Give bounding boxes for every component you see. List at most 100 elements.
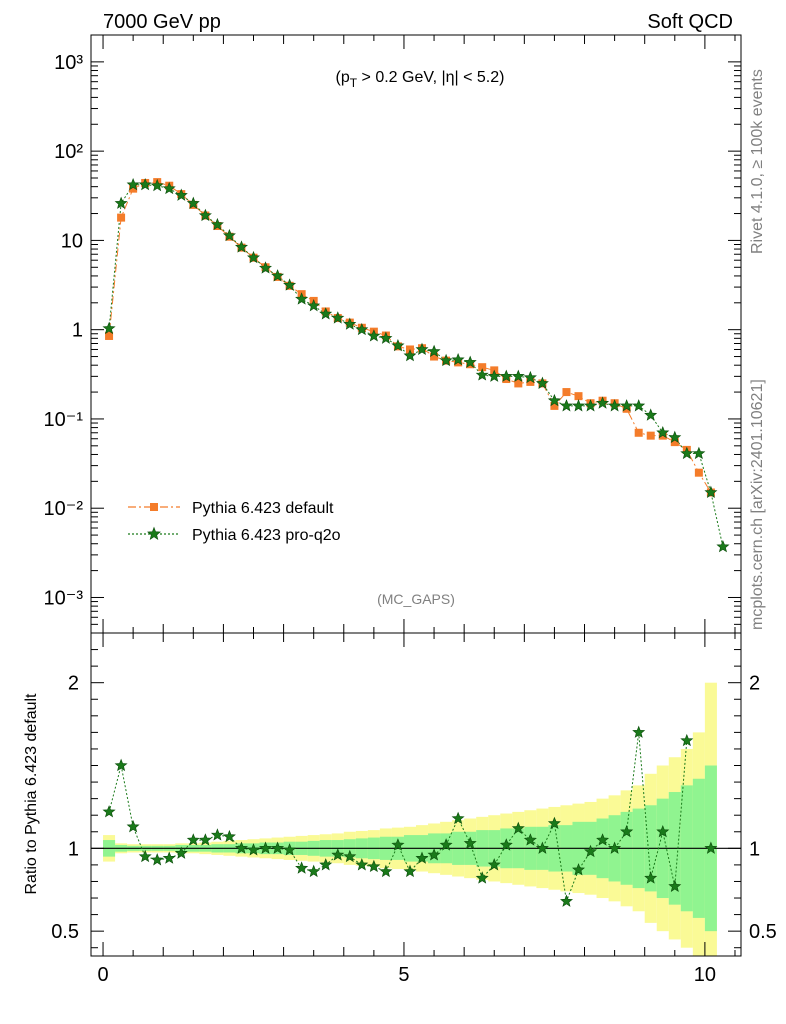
point-proq2o (692, 446, 706, 460)
point-default (105, 331, 114, 340)
point-default (478, 363, 487, 372)
point-proq2o (271, 269, 285, 282)
point-proq2o (331, 311, 345, 324)
ratio-point (271, 841, 285, 854)
ratio-point (668, 879, 682, 892)
main-ytick-label: 10³ (54, 52, 83, 74)
point-proq2o (150, 178, 164, 192)
point-proq2o (403, 348, 417, 362)
cuts-text-part: > 0.2 GeV, |η| < 5.2) (357, 69, 504, 86)
ratio-point (283, 843, 297, 856)
point-proq2o (439, 353, 453, 367)
ratio-point (572, 863, 585, 876)
ratio-point (656, 824, 670, 838)
point-proq2o (222, 228, 236, 242)
point-proq2o (427, 344, 441, 357)
point-proq2o (716, 539, 730, 553)
legend-label-proq2o: Pythia 6.423 pro-q2o (192, 527, 341, 544)
point-proq2o (283, 278, 297, 291)
point-default (550, 401, 559, 410)
point-default (117, 213, 126, 222)
cuts-subscript: T (350, 76, 358, 90)
ratio-point (186, 833, 200, 846)
point-proq2o (487, 369, 501, 382)
ratio-point (511, 821, 525, 834)
point-proq2o (608, 399, 622, 412)
ratio-ytick-label: 2 (68, 673, 79, 695)
point-default (129, 184, 138, 193)
point-proq2o (584, 399, 597, 412)
point-proq2o (162, 181, 176, 195)
legend-label-default: Pythia 6.423 default (192, 500, 334, 517)
point-default (670, 438, 679, 447)
point-proq2o (596, 396, 610, 409)
legend-marker-default (150, 503, 158, 511)
point-proq2o (355, 322, 369, 336)
point-proq2o (138, 177, 152, 191)
ratio-point (704, 841, 718, 854)
point-proq2o (499, 369, 513, 382)
point-proq2o (198, 208, 212, 222)
ratio-ytick-label-right: 0.5 (749, 921, 777, 943)
point-proq2o (343, 317, 357, 330)
legend: Pythia 6.423 default Pythia 6.423 pro-q2… (128, 500, 341, 544)
xtick-label: 5 (398, 964, 409, 986)
cuts-annotation: (pT > 0.2 GeV, |η| < 5.2) (336, 69, 505, 90)
point-proq2o (560, 399, 573, 412)
ratio-point (523, 833, 537, 846)
ratio-point (439, 838, 453, 851)
ratio-ytick-label: 0.5 (51, 921, 79, 943)
cuts-text-part: (p (336, 69, 350, 86)
point-default (430, 352, 439, 361)
point-proq2o (572, 399, 585, 412)
ratio-markers (102, 725, 718, 907)
point-default (562, 388, 571, 397)
main-ytick-label: 10 (61, 230, 83, 252)
rivet-label: Rivet 4.1.0, ≥ 100k events (749, 69, 766, 254)
header-right: Soft QCD (647, 11, 733, 33)
ratio-ytick-label-right: 1 (749, 838, 760, 860)
ratio-point (415, 851, 429, 864)
ratio-point (451, 811, 465, 825)
ratio-point (499, 838, 513, 851)
series-proq2o-line (108, 184, 724, 547)
ratio-point (680, 733, 694, 747)
ratio-point (632, 725, 646, 738)
ratio-point (162, 851, 176, 864)
main-ytick-label: 1 (72, 320, 83, 342)
point-default (526, 377, 535, 386)
ratio-point (114, 758, 128, 772)
point-proq2o (391, 338, 405, 352)
ratio-point (403, 864, 417, 878)
ratio-point (463, 836, 477, 849)
main-ytick-label: 10⁻¹ (44, 409, 84, 431)
point-proq2o (535, 376, 549, 389)
ratio-point (379, 864, 393, 878)
point-proq2o (186, 196, 200, 209)
point-proq2o (620, 399, 634, 412)
ratio-point (198, 833, 212, 846)
point-default (514, 379, 523, 388)
ratio-point (644, 871, 658, 884)
point-proq2o (632, 399, 646, 412)
point-proq2o (704, 485, 718, 498)
point-proq2o (174, 188, 188, 201)
point-proq2o (295, 292, 309, 305)
ratio-point (391, 838, 405, 851)
ratio-point (126, 819, 140, 833)
ratio-point (367, 859, 381, 873)
point-proq2o (547, 393, 561, 407)
ratio-point (584, 844, 597, 858)
ratio-point (343, 849, 357, 863)
ratio-point (174, 846, 188, 859)
ratio-point (560, 894, 573, 907)
xtick-label: 10 (694, 964, 716, 986)
main-markers (102, 177, 730, 553)
legend-star (147, 526, 161, 540)
point-default (634, 428, 643, 437)
point-proq2o (680, 446, 694, 460)
ratio-point (427, 848, 441, 861)
point-proq2o (523, 370, 537, 384)
ratio-point (620, 824, 634, 838)
